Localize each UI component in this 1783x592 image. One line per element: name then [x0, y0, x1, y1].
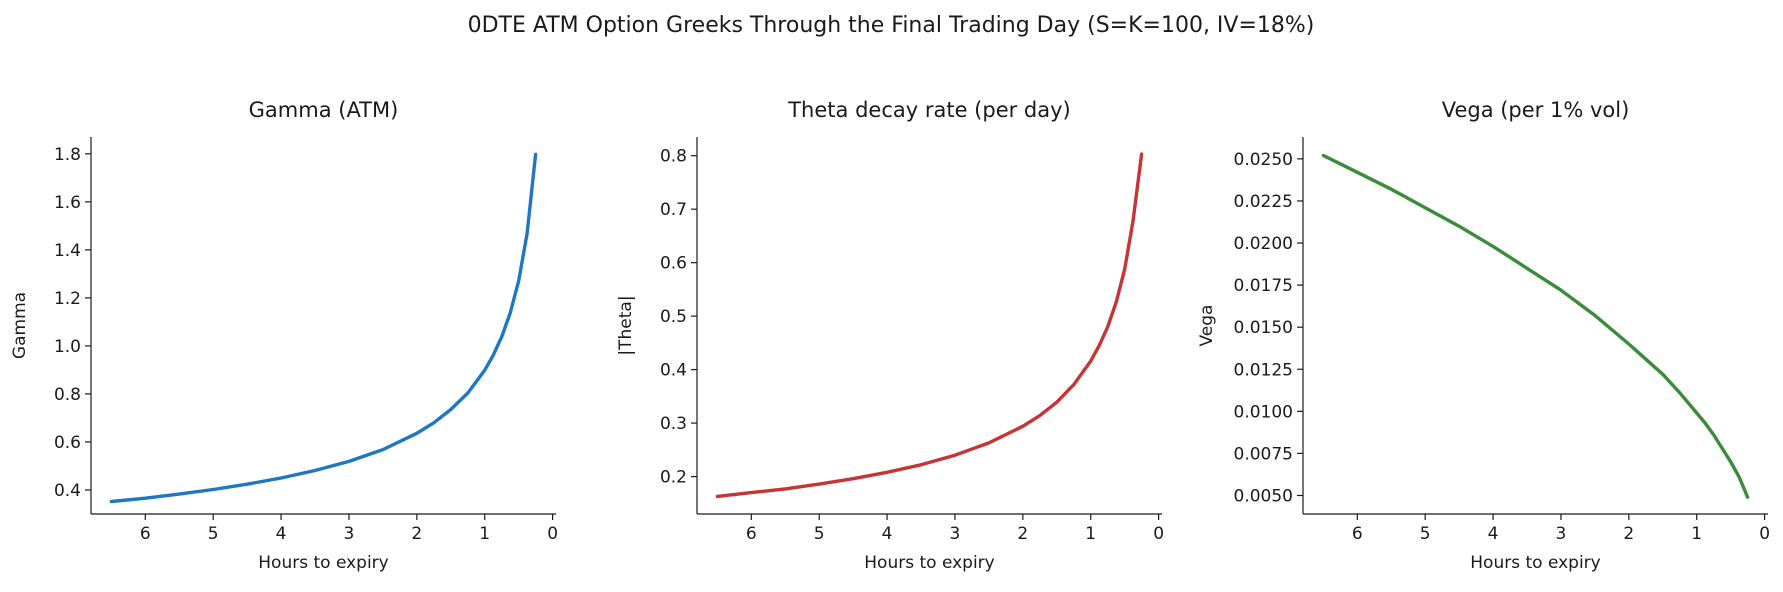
- series-line-gamma: [109, 152, 538, 504]
- y-tick-label: 1.4: [54, 241, 81, 261]
- y-tick-label: 0.8: [660, 147, 687, 167]
- x-tick-label: 6: [746, 524, 757, 544]
- y-axis-label-gamma: Gamma: [10, 292, 30, 359]
- x-tick-label: 2: [1017, 524, 1028, 544]
- y-tick-label: 0.2: [660, 468, 687, 488]
- x-tick-label: 4: [276, 524, 287, 544]
- y-tick-label: 0.0200: [1234, 234, 1293, 254]
- chart-title-theta: Theta decay rate (per day): [787, 98, 1071, 122]
- x-tick-label: 5: [1420, 524, 1431, 544]
- y-tick-label: 0.5: [660, 307, 687, 327]
- x-tick-label: 5: [208, 524, 219, 544]
- y-tick-label: 1.8: [54, 145, 81, 165]
- chart-title-vega: Vega (per 1% vol): [1442, 98, 1630, 122]
- y-tick-label: 0.0050: [1234, 486, 1293, 506]
- x-axis-label-theta: Hours to expiry: [864, 553, 994, 573]
- x-tick-label: 1: [479, 524, 490, 544]
- y-tick-label: 0.3: [660, 414, 687, 434]
- y-tick-label: 0.0150: [1234, 318, 1293, 338]
- chart-panel-vega: Vega (per 1% vol) 6 5 4 3 2 1 0 0.0050 0.0075 0.01…: [1197, 98, 1770, 573]
- y-tick-label: 0.0250: [1234, 150, 1293, 170]
- y-axis-label-theta: |Theta|: [616, 295, 636, 355]
- x-tick-label: 6: [1352, 524, 1363, 544]
- y-tick-label: 1.6: [54, 193, 81, 213]
- x-axis-label-gamma: Hours to expiry: [258, 553, 388, 573]
- y-tick-label: 0.7: [660, 200, 687, 220]
- y-tick-label: 0.0100: [1234, 402, 1293, 422]
- x-tick-label: 4: [1488, 524, 1499, 544]
- x-tick-label: 1: [1691, 524, 1702, 544]
- y-tick-label: 0.6: [54, 433, 81, 453]
- y-tick-label: 0.0075: [1234, 444, 1293, 464]
- y-tick-label: 0.0225: [1234, 192, 1293, 212]
- x-tick-label: 0: [1153, 524, 1164, 544]
- series-line-theta: [715, 152, 1144, 499]
- x-tick-label: 3: [344, 524, 355, 544]
- x-tick-label: 3: [1556, 524, 1567, 544]
- y-tick-label: 1.0: [54, 337, 81, 357]
- x-tick-label: 2: [1623, 524, 1634, 544]
- y-tick-label: 0.4: [660, 361, 687, 381]
- y-axis-label-vega: Vega: [1197, 305, 1217, 347]
- x-tick-label: 2: [411, 524, 422, 544]
- figure-title: 0DTE ATM Option Greeks Through the Final…: [468, 13, 1315, 38]
- x-tick-label: 5: [814, 524, 825, 544]
- chart-panel-theta: Theta decay rate (per day) 6 5 4 3 2 1 0 0.2 0.3 0…: [616, 98, 1164, 573]
- x-tick-label: 1: [1085, 524, 1096, 544]
- y-tick-label: 0.6: [660, 254, 687, 274]
- chart-panels: Gamma (ATM) 6 5 4 3 2 1 0 0.4 0.6 0.8 1.0 1.2 1.4 1.6 1…: [10, 98, 1770, 573]
- x-tick-label: 4: [882, 524, 893, 544]
- y-tick-label: 0.0175: [1234, 276, 1293, 296]
- x-tick-label: 0: [547, 524, 558, 544]
- y-tick-label: 1.2: [54, 289, 81, 309]
- x-tick-label: 6: [140, 524, 151, 544]
- x-tick-label: 3: [950, 524, 961, 544]
- x-tick-label: 0: [1759, 524, 1770, 544]
- y-tick-label: 0.0125: [1234, 360, 1293, 380]
- chart-title-gamma: Gamma (ATM): [249, 98, 399, 122]
- series-line-vega: [1321, 153, 1750, 499]
- x-axis-label-vega: Hours to expiry: [1470, 553, 1600, 573]
- y-tick-label: 0.8: [54, 385, 81, 405]
- chart-panel-gamma: Gamma (ATM) 6 5 4 3 2 1 0 0.4 0.6 0.8 1.0 1.2 1.4 1.6 1…: [10, 98, 558, 573]
- y-tick-label: 0.4: [54, 481, 81, 501]
